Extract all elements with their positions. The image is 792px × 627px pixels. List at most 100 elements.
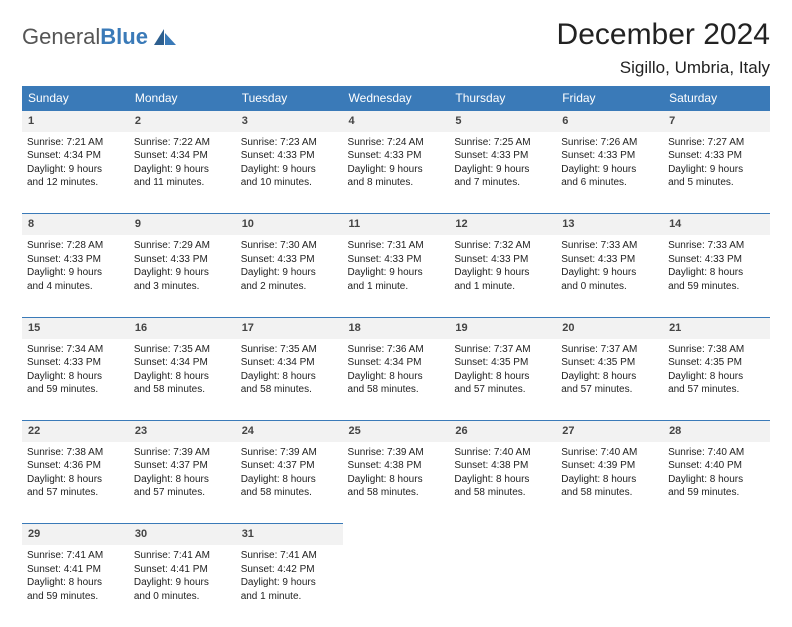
sunset-text: Sunset: 4:33 PM bbox=[454, 253, 551, 267]
day-number: 23 bbox=[129, 421, 236, 442]
logo-text-main: General bbox=[22, 24, 100, 49]
day-cell: Sunrise: 7:36 AMSunset: 4:34 PMDaylight:… bbox=[343, 339, 450, 421]
day-header: Monday bbox=[129, 86, 236, 111]
sunset-text: Sunset: 4:33 PM bbox=[241, 253, 338, 267]
daylight-text: Daylight: 8 hours bbox=[241, 370, 338, 384]
daylight-text: Daylight: 9 hours bbox=[27, 266, 124, 280]
day-cell: Sunrise: 7:40 AMSunset: 4:40 PMDaylight:… bbox=[663, 442, 770, 524]
daylight-text: and 4 minutes. bbox=[27, 280, 124, 294]
daylight-text: Daylight: 8 hours bbox=[134, 370, 231, 384]
content-row: Sunrise: 7:21 AMSunset: 4:34 PMDaylight:… bbox=[22, 132, 770, 214]
daylight-text: Daylight: 8 hours bbox=[561, 473, 658, 487]
daylight-text: Daylight: 8 hours bbox=[348, 473, 445, 487]
calendar-body: 1234567Sunrise: 7:21 AMSunset: 4:34 PMDa… bbox=[22, 111, 770, 627]
sunset-text: Sunset: 4:37 PM bbox=[134, 459, 231, 473]
day-number: 10 bbox=[236, 214, 343, 235]
day-cell: Sunrise: 7:35 AMSunset: 4:34 PMDaylight:… bbox=[236, 339, 343, 421]
day-number: 21 bbox=[663, 317, 770, 338]
sunrise-text: Sunrise: 7:38 AM bbox=[27, 446, 124, 460]
day-cell: Sunrise: 7:39 AMSunset: 4:38 PMDaylight:… bbox=[343, 442, 450, 524]
day-number: 7 bbox=[663, 111, 770, 132]
daylight-text: and 57 minutes. bbox=[134, 486, 231, 500]
day-number: 2 bbox=[129, 111, 236, 132]
day-number: 17 bbox=[236, 317, 343, 338]
logo-sail-icon bbox=[152, 27, 178, 47]
content-row: Sunrise: 7:34 AMSunset: 4:33 PM Daylight:… bbox=[22, 339, 770, 421]
title-block: December 2024 Sigillo, Umbria, Italy bbox=[557, 18, 770, 78]
daynum-row: 15161718192021 bbox=[22, 317, 770, 338]
daylight-text: Daylight: 9 hours bbox=[241, 266, 338, 280]
sunset-text: Sunset: 4:37 PM bbox=[241, 459, 338, 473]
daylight-text: and 58 minutes. bbox=[561, 486, 658, 500]
daylight-text: Daylight: 8 hours bbox=[134, 473, 231, 487]
sunrise-text: Sunrise: 7:36 AM bbox=[348, 343, 445, 357]
daylight-text: Daylight: 8 hours bbox=[27, 473, 124, 487]
daylight-text: and 12 minutes. bbox=[27, 176, 124, 190]
sunrise-text: Sunrise: 7:26 AM bbox=[561, 136, 658, 150]
sunset-text: Sunset: 4:34 PM bbox=[134, 356, 231, 370]
daylight-text: Daylight: 9 hours bbox=[134, 266, 231, 280]
daylight-text: and 6 minutes. bbox=[561, 176, 658, 190]
daylight-text: Daylight: 8 hours bbox=[668, 473, 765, 487]
sunrise-text: Sunrise: 7:31 AM bbox=[348, 239, 445, 253]
day-cell: Sunrise: 7:38 AMSunset: 4:35 PMDaylight:… bbox=[663, 339, 770, 421]
day-cell: Sunrise: 7:25 AMSunset: 4:33 PMDaylight:… bbox=[449, 132, 556, 214]
day-cell: Sunrise: 7:28 AMSunset: 4:33 PMDaylight:… bbox=[22, 235, 129, 317]
sunset-text: Sunset: 4:41 PM bbox=[27, 563, 124, 577]
day-cell: Sunrise: 7:37 AMSunset: 4:35 PMDaylight:… bbox=[556, 339, 663, 421]
sunrise-text: Sunrise: 7:37 AM bbox=[561, 343, 658, 357]
daylight-text: and 58 minutes. bbox=[241, 486, 338, 500]
sunset-text: Sunset: 4:42 PM bbox=[241, 563, 338, 577]
daylight-text: and 58 minutes. bbox=[454, 486, 551, 500]
day-number: 11 bbox=[343, 214, 450, 235]
empty-cell bbox=[556, 545, 663, 627]
sunrise-text: Sunrise: 7:35 AM bbox=[241, 343, 338, 357]
page-title: December 2024 bbox=[557, 18, 770, 52]
daynum-row: 891011121314 bbox=[22, 214, 770, 235]
daylight-text: and 58 minutes. bbox=[241, 383, 338, 397]
empty-cell bbox=[343, 524, 450, 545]
day-number: 15 bbox=[22, 317, 129, 338]
daylight-text: Daylight: 8 hours bbox=[561, 370, 658, 384]
day-cell: Sunrise: 7:33 AMSunset: 4:33 PMDaylight:… bbox=[663, 235, 770, 317]
sunrise-text: Sunrise: 7:23 AM bbox=[241, 136, 338, 150]
sunset-text: Sunset: 4:33 PM bbox=[348, 253, 445, 267]
day-number: 18 bbox=[343, 317, 450, 338]
sunset-text: Sunset: 4:39 PM bbox=[561, 459, 658, 473]
calendar-table: SundayMondayTuesdayWednesdayThursdayFrid… bbox=[22, 86, 770, 627]
empty-cell bbox=[449, 524, 556, 545]
sunrise-text: Sunrise: 7:37 AM bbox=[454, 343, 551, 357]
sunrise-text: Sunrise: 7:34 AM bbox=[27, 343, 124, 357]
daylight-text: and 57 minutes. bbox=[27, 486, 124, 500]
day-cell: Sunrise: 7:37 AMSunset: 4:35 PMDaylight:… bbox=[449, 339, 556, 421]
daylight-text: Daylight: 9 hours bbox=[241, 163, 338, 177]
day-number: 22 bbox=[22, 421, 129, 442]
day-cell: Sunrise: 7:24 AMSunset: 4:33 PMDaylight:… bbox=[343, 132, 450, 214]
sunset-text: Sunset: 4:33 PM bbox=[561, 253, 658, 267]
daylight-text: and 58 minutes. bbox=[134, 383, 231, 397]
day-cell: Sunrise: 7:23 AMSunset: 4:33 PMDaylight:… bbox=[236, 132, 343, 214]
day-cell: Sunrise: 7:39 AMSunset: 4:37 PMDaylight:… bbox=[236, 442, 343, 524]
daylight-text: Daylight: 9 hours bbox=[134, 163, 231, 177]
day-number: 4 bbox=[343, 111, 450, 132]
daylight-text: and 57 minutes. bbox=[561, 383, 658, 397]
daylight-text: and 0 minutes. bbox=[561, 280, 658, 294]
day-number: 20 bbox=[556, 317, 663, 338]
day-cell: Sunrise: 7:41 AMSunset: 4:42 PMDaylight:… bbox=[236, 545, 343, 627]
content-row: Sunrise: 7:38 AMSunset: 4:36 PMDaylight:… bbox=[22, 442, 770, 524]
day-cell: Sunrise: 7:31 AMSunset: 4:33 PMDaylight:… bbox=[343, 235, 450, 317]
daylight-text: and 1 minute. bbox=[241, 590, 338, 604]
day-header: Sunday bbox=[22, 86, 129, 111]
sunset-text: Sunset: 4:33 PM bbox=[27, 356, 124, 370]
sunrise-text: Sunrise: 7:41 AM bbox=[27, 549, 124, 563]
daynum-row: 22232425262728 bbox=[22, 421, 770, 442]
daynum-row: 1234567 bbox=[22, 111, 770, 132]
sunset-text: Sunset: 4:34 PM bbox=[134, 149, 231, 163]
sunrise-text: Sunrise: 7:40 AM bbox=[561, 446, 658, 460]
sunset-text: Sunset: 4:35 PM bbox=[454, 356, 551, 370]
sunset-text: Sunset: 4:38 PM bbox=[348, 459, 445, 473]
day-number: 27 bbox=[556, 421, 663, 442]
daylight-text: and 5 minutes. bbox=[668, 176, 765, 190]
daylight-text: Daylight: 9 hours bbox=[668, 163, 765, 177]
day-header: Friday bbox=[556, 86, 663, 111]
